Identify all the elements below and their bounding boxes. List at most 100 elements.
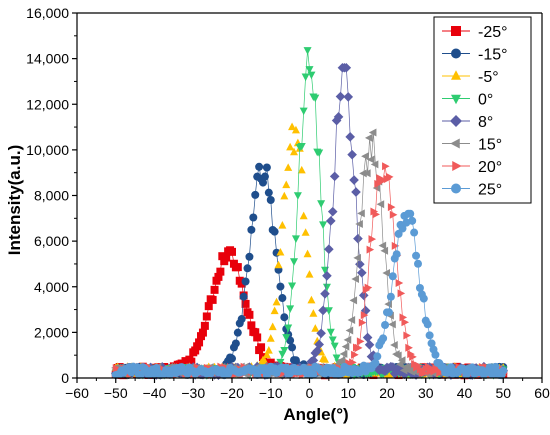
data-point [401,318,410,327]
legend-label: 15° [478,137,502,154]
data-point [299,107,308,116]
data-point [351,350,359,359]
data-point [326,216,336,226]
legend-item: -5° [442,69,499,86]
data-point [288,122,297,131]
data-point [349,296,358,305]
legend-item: 8° [442,114,493,131]
data-point [280,313,289,322]
data-point [241,277,250,286]
data-point [337,356,346,365]
data-point [416,365,425,374]
data-point [321,355,329,363]
data-point [198,328,207,337]
data-point [386,292,395,301]
data-point [290,258,298,266]
data-point [385,172,394,181]
data-point [210,285,219,294]
data-point [276,358,285,367]
data-point [345,326,354,335]
data-point [136,370,145,379]
data-point [288,343,297,352]
legend-box [433,16,532,204]
data-point [353,233,363,244]
legend-item: 0° [442,92,493,109]
data-point [408,216,417,225]
data-point [330,342,339,351]
data-point [112,364,121,373]
data-point [381,320,390,329]
data-point [262,163,271,172]
data-point [405,343,413,352]
data-point [341,62,352,73]
data-point [318,305,328,316]
legend-marker [451,94,461,105]
data-point [347,316,356,325]
data-point [380,176,388,185]
data-point [332,354,341,363]
data-point [314,339,324,350]
x-tick-label: 60 [534,385,550,401]
data-point [301,228,310,236]
data-point [284,324,293,333]
data-point [286,142,295,151]
data-point [415,284,424,293]
data-point [420,369,429,378]
data-point [351,187,361,197]
data-point [259,178,267,187]
legend-marker [451,26,461,36]
x-tick-label: −50 [104,385,128,401]
legend-label: -5° [478,69,499,86]
data-point [353,253,361,262]
data-point [276,247,285,256]
data-point [291,125,300,134]
data-point [202,312,211,321]
data-point [286,336,295,345]
data-point [368,128,377,137]
data-point [282,180,291,189]
data-point [394,351,402,360]
data-point [335,91,346,102]
data-point [322,283,331,292]
data-point [293,192,302,200]
data-point [270,227,279,236]
data-point [299,211,308,220]
legend-marker [451,183,461,194]
data-point [245,252,254,261]
data-point [410,228,419,237]
data-point [355,219,363,228]
data-point [301,73,310,82]
data-point [280,191,289,200]
data-point [290,147,298,156]
data-point [257,343,266,352]
data-point [260,172,269,181]
legend-marker [451,48,461,59]
x-tick-label: 20 [379,385,395,401]
y-axis-title: Intensity(a.u.) [5,145,24,256]
data-point [266,195,275,204]
y-tick-label: 10,000 [26,142,69,158]
legend-label: 0° [478,92,493,109]
data-point [354,343,363,352]
data-point [390,341,398,350]
data-point [305,270,314,278]
data-point [333,112,344,122]
data-point [311,324,320,332]
data-point [397,289,406,298]
data-point [357,267,367,278]
data-point [366,245,375,254]
data-point [247,321,256,330]
y-tick-label: 0 [61,370,69,386]
data-point [208,295,217,304]
data-point [303,47,312,55]
y-tick-label: 12,000 [26,96,69,112]
data-point [378,241,387,250]
data-point [382,269,390,278]
data-point [345,132,355,142]
data-point [359,169,367,178]
y-tick-label: 4,000 [34,279,69,295]
data-point [324,307,333,315]
data-point [286,305,295,314]
ticks-layer: −60 −50 −40 −30 −20 −10 0 10 20 30 40 50 60 0 2,000 4,0… [26,5,550,401]
data-point [380,246,389,255]
